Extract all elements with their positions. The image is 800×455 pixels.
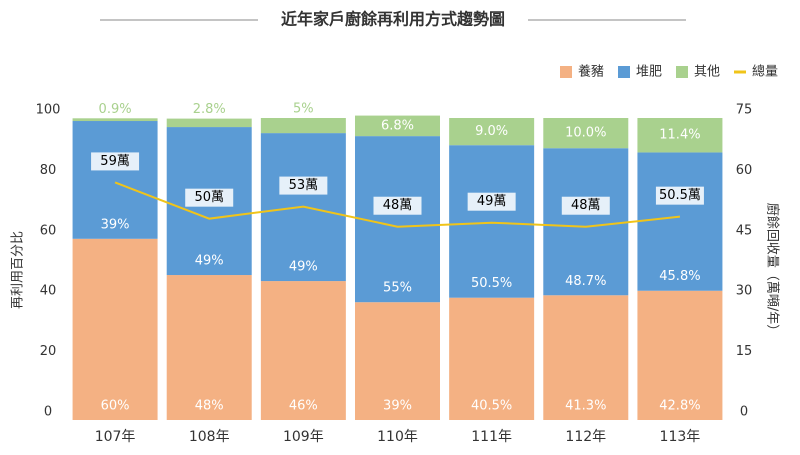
y-tick-label: 80 xyxy=(40,163,57,178)
data-label: 42.8% xyxy=(659,399,700,414)
bar-segment xyxy=(260,281,346,420)
x-tick-label: 107年 xyxy=(95,429,136,445)
y-tick-label: 20 xyxy=(40,344,57,359)
y-axis-title: 再利用百分比 xyxy=(11,231,26,309)
line-label: 50萬 xyxy=(194,190,224,205)
bar-segment xyxy=(449,118,535,146)
chart-title: 近年家戶廚餘再利用方式趨勢圖 xyxy=(281,10,505,29)
data-label: 60% xyxy=(101,399,130,414)
y2-tick-label: 30 xyxy=(736,284,753,299)
y2-tick-label: 75 xyxy=(736,103,753,118)
bar-segment xyxy=(543,148,629,296)
total-line xyxy=(114,181,681,228)
data-label: 46% xyxy=(289,399,318,414)
bar-segment xyxy=(166,118,252,128)
legend-label: 總量 xyxy=(752,64,778,80)
label-bg xyxy=(373,196,422,215)
data-label: 9.0% xyxy=(475,124,508,139)
x-tick-label: 108年 xyxy=(189,429,230,445)
label-bg xyxy=(561,196,610,215)
bar-segment xyxy=(637,118,723,153)
data-label: 39% xyxy=(101,217,130,232)
data-label: 49% xyxy=(195,254,224,269)
bar-segment xyxy=(543,118,629,149)
y-tick-label: 100 xyxy=(36,103,61,118)
line-label: 50.5萬 xyxy=(659,188,701,203)
data-label: 40.5% xyxy=(471,399,512,414)
data-label: 49% xyxy=(289,260,318,275)
line-label: 59萬 xyxy=(100,154,130,169)
x-tick-label: 111年 xyxy=(471,429,512,445)
legend-label: 堆肥 xyxy=(636,65,662,80)
bar-segment xyxy=(543,295,629,420)
legend-swatch xyxy=(676,66,688,78)
x-tick-label: 109年 xyxy=(283,429,324,445)
data-label: 39% xyxy=(383,399,412,414)
data-label: 55% xyxy=(383,281,412,296)
data-label: 10.0% xyxy=(565,126,606,141)
data-label: 2.8% xyxy=(193,102,226,117)
data-label: 11.4% xyxy=(659,128,700,143)
bar-segment xyxy=(72,238,158,420)
legend-label: 養豬 xyxy=(578,64,604,80)
data-label: 50.5% xyxy=(471,276,512,291)
bar-segment xyxy=(449,297,535,420)
y-tick-label: 0 xyxy=(44,405,52,420)
x-tick-label: 110年 xyxy=(377,429,418,445)
bar-segment xyxy=(637,290,723,420)
bar-segment xyxy=(355,302,440,420)
label-bg xyxy=(467,192,516,211)
legend-swatch xyxy=(618,66,630,78)
line-label: 48萬 xyxy=(571,198,601,213)
y2-tick-label: 0 xyxy=(740,405,748,420)
x-tick-label: 112年 xyxy=(565,429,606,445)
data-label: 6.8% xyxy=(381,118,414,133)
bar-segment xyxy=(260,118,346,134)
bar-segment xyxy=(72,121,158,239)
y-tick-label: 60 xyxy=(40,223,57,238)
bar-segment xyxy=(637,152,723,291)
line-label: 49萬 xyxy=(477,194,507,209)
data-label: 48% xyxy=(195,399,224,414)
bar-segment xyxy=(355,115,440,137)
legend-swatch xyxy=(560,66,572,78)
data-label: 48.7% xyxy=(565,274,606,289)
bar-segment xyxy=(449,145,535,298)
y2-tick-label: 45 xyxy=(736,223,753,238)
legend-label: 其他 xyxy=(694,65,720,80)
label-bg xyxy=(279,176,328,195)
label-bg xyxy=(185,188,234,207)
label-bg xyxy=(655,186,704,205)
y2-axis-title: 廚餘回收量（萬噸/年） xyxy=(765,203,781,337)
line-label: 48萬 xyxy=(383,198,413,213)
x-tick-label: 113年 xyxy=(660,429,701,445)
data-label: 41.3% xyxy=(565,399,606,414)
y-tick-label: 40 xyxy=(40,284,57,299)
y2-tick-label: 15 xyxy=(736,344,753,359)
data-label: 5% xyxy=(293,102,314,117)
bar-segment xyxy=(72,118,158,122)
y2-tick-label: 60 xyxy=(736,163,753,178)
bar-segment xyxy=(355,136,440,303)
data-label: 45.8% xyxy=(659,269,700,284)
label-bg xyxy=(91,152,140,171)
bar-segment xyxy=(166,275,252,420)
data-label: 0.9% xyxy=(99,102,132,117)
line-label: 53萬 xyxy=(289,178,319,193)
